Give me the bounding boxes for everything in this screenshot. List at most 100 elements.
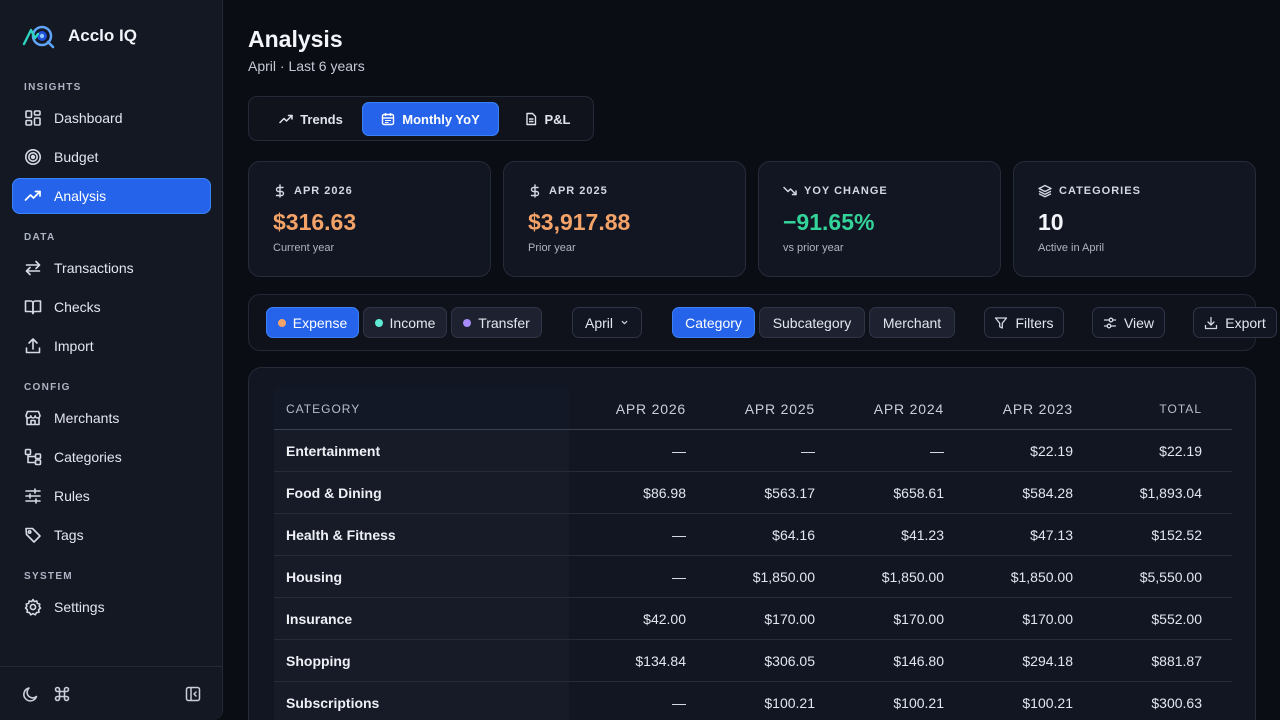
sidebar-item-categories[interactable]: Categories — [12, 439, 211, 475]
sidebar-item-budget[interactable]: Budget — [12, 139, 211, 175]
sliders-icon — [1103, 317, 1117, 328]
tab-trends[interactable]: Trends — [261, 102, 361, 136]
calendar-icon — [382, 113, 395, 126]
cell-value: $22.19 — [1030, 442, 1073, 459]
table-header: CATEGORY APR 2026 APR 2025 APR 2024 APR … — [274, 388, 1232, 430]
cell-value: $1,850.00 — [752, 568, 815, 585]
cell-value: $294.18 — [1022, 652, 1073, 669]
export-button[interactable]: Export — [1193, 307, 1277, 338]
chip-label: Expense — [292, 314, 348, 331]
tab-monthly-yoy[interactable]: Monthly YoY — [362, 102, 499, 136]
month-select-value: April — [584, 314, 613, 331]
cell-total: $152.52 — [1151, 526, 1202, 543]
trending-up-icon — [279, 114, 293, 124]
col-header-category[interactable]: CATEGORY — [274, 388, 569, 429]
stat-label-text: CATEGORIES — [1059, 185, 1141, 197]
section-config: CONFIG — [24, 382, 71, 393]
cell-category: Food & Dining — [274, 472, 569, 513]
cell-value: — — [930, 442, 944, 459]
table-row[interactable]: Housing — $1,850.00 $1,850.00 $1,850.00 … — [274, 556, 1232, 598]
trending-up-icon — [24, 190, 41, 201]
chip-label: Filters — [1015, 314, 1054, 331]
tab-label: Monthly YoY — [402, 111, 480, 127]
yoy-table-card: CATEGORY APR 2026 APR 2025 APR 2024 APR … — [248, 367, 1256, 720]
view-tabs: Trends Monthly YoY P&L — [248, 96, 594, 141]
sidebar-item-settings[interactable]: Settings — [12, 589, 211, 625]
logo-icon — [22, 25, 55, 49]
stat-sub: vs prior year — [783, 242, 844, 254]
sidebar-item-import[interactable]: Import — [12, 328, 211, 364]
table-row[interactable]: Health & Fitness — $64.16 $41.23 $47.13 … — [274, 514, 1232, 556]
cell-total: $5,550.00 — [1139, 568, 1202, 585]
cell-value: $100.21 — [1022, 694, 1073, 711]
arrows-swap-icon — [25, 260, 41, 276]
cell-value: — — [672, 568, 686, 585]
sidebar-item-checks[interactable]: Checks — [12, 289, 211, 325]
cell-category: Subscriptions — [274, 682, 569, 720]
cell-value: $170.00 — [1022, 610, 1073, 627]
stat-sub: Prior year — [528, 242, 576, 254]
col-header-apr-2023[interactable]: APR 2023 — [1002, 400, 1073, 417]
stat-value: −91.65% — [783, 209, 875, 235]
col-header-apr-2026[interactable]: APR 2026 — [615, 400, 686, 417]
sidebar-item-label: Rules — [54, 488, 90, 504]
month-select[interactable]: April — [572, 307, 642, 338]
sidebar-item-label: Checks — [54, 299, 101, 315]
col-header-apr-2025[interactable]: APR 2025 — [744, 400, 815, 417]
moon-icon[interactable] — [22, 685, 40, 703]
upload-icon — [25, 338, 41, 354]
type-filter-income[interactable]: Income — [363, 307, 447, 338]
layers-icon — [1038, 184, 1052, 198]
book-icon — [24, 300, 42, 315]
col-header-apr-2024[interactable]: APR 2024 — [873, 400, 944, 417]
table-row[interactable]: Subscriptions — $100.21 $100.21 $100.21 … — [274, 682, 1232, 720]
type-filter-transfer[interactable]: Transfer — [451, 307, 542, 338]
sidebar-item-label: Dashboard — [54, 110, 123, 126]
sidebar-item-merchants[interactable]: Merchants — [12, 400, 211, 436]
cell-category: Shopping — [274, 640, 569, 681]
download-icon — [1205, 316, 1218, 329]
table-row[interactable]: Entertainment — — — $22.19 $22.19 — [274, 430, 1232, 472]
sidebar-item-label: Import — [54, 338, 94, 354]
table-row[interactable]: Shopping $134.84 $306.05 $146.80 $294.18… — [274, 640, 1232, 682]
group-by-category[interactable]: Category — [672, 307, 755, 338]
tab-label: P&L — [544, 111, 571, 127]
type-filter-expense[interactable]: Expense — [266, 307, 359, 338]
sliders-icon — [25, 488, 41, 504]
filters-button[interactable]: Filters — [984, 307, 1064, 338]
table-row[interactable]: Food & Dining $86.98 $563.17 $658.61 $58… — [274, 472, 1232, 514]
sidebar-item-rules[interactable]: Rules — [12, 478, 211, 514]
transfer-dot-icon — [463, 318, 472, 327]
stat-label: CATEGORIES — [1038, 184, 1141, 198]
brand[interactable]: Acclo IQ — [22, 22, 137, 50]
sidebar-item-tags[interactable]: Tags — [12, 517, 211, 553]
view-button[interactable]: View — [1092, 307, 1165, 338]
cell-category: Entertainment — [274, 430, 569, 471]
sidebar-item-analysis[interactable]: Analysis — [12, 178, 211, 214]
stat-label-text: YOY CHANGE — [804, 185, 888, 197]
stat-label-text: APR 2026 — [294, 185, 353, 197]
cell-category: Insurance — [274, 598, 569, 639]
sidebar-item-dashboard[interactable]: Dashboard — [12, 100, 211, 136]
group-by-merchant[interactable]: Merchant — [869, 307, 955, 338]
cell-value: $170.00 — [764, 610, 815, 627]
collapse-sidebar-icon[interactable] — [184, 685, 202, 703]
col-header-total[interactable]: TOTAL — [1159, 401, 1202, 416]
chip-label: Merchant — [882, 314, 942, 331]
cell-value: $47.13 — [1030, 526, 1073, 543]
cell-value: $170.00 — [893, 610, 944, 627]
table-row[interactable]: Insurance $42.00 $170.00 $170.00 $170.00… — [274, 598, 1232, 640]
cell-value: $134.84 — [635, 652, 686, 669]
cell-value: $563.17 — [764, 484, 815, 501]
sidebar-item-label: Analysis — [54, 188, 107, 204]
stat-card-categories: CATEGORIES 10 Active in April — [1013, 161, 1256, 277]
sidebar-item-transactions[interactable]: Transactions — [12, 250, 211, 286]
group-by-subcategory[interactable]: Subcategory — [759, 307, 865, 338]
chip-label: Export — [1225, 314, 1266, 331]
page-subtitle: April · Last 6 years — [248, 58, 365, 74]
chip-label: Transfer — [478, 314, 530, 331]
stat-value: 10 — [1038, 209, 1064, 235]
command-icon[interactable] — [53, 685, 71, 703]
tab-pl[interactable]: P&L — [511, 102, 583, 136]
tag-icon — [25, 527, 41, 543]
